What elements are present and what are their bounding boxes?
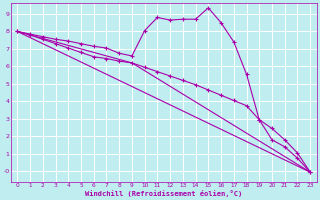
X-axis label: Windchill (Refroidissement éolien,°C): Windchill (Refroidissement éolien,°C) <box>85 190 242 197</box>
